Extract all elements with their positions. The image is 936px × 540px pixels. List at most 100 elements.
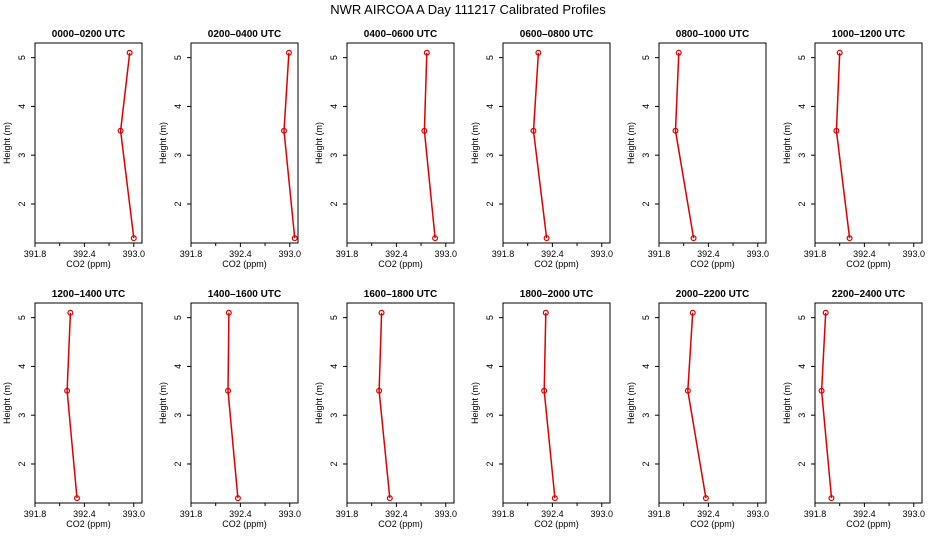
y-tick-label: 2	[173, 201, 183, 206]
x-axis-label: CO2 (ppm)	[690, 259, 735, 269]
data-point	[702, 495, 709, 502]
series-line	[283, 52, 296, 239]
x-tick-label: 393.0	[747, 249, 770, 259]
panel-title: 1200–1400 UTC	[52, 289, 125, 300]
y-tick-label: 5	[173, 55, 183, 60]
x-tick-label: 391.8	[648, 249, 671, 259]
y-tick-label: 2	[797, 461, 807, 466]
x-tick-label: 391.8	[648, 509, 671, 519]
x-tick-label: 393.0	[903, 249, 926, 259]
data-point	[818, 387, 825, 394]
y-axis-label: Height (m)	[470, 382, 480, 424]
y-tick-label: 3	[329, 413, 339, 418]
series-line	[674, 52, 695, 239]
plot-frame	[658, 302, 767, 504]
x-tick-label: 392.4	[229, 509, 252, 519]
series-line	[378, 312, 391, 499]
y-tick-label: 3	[797, 153, 807, 158]
x-tick-label: 393.0	[123, 509, 146, 519]
y-tick-label: 4	[329, 104, 339, 109]
x-tick-label: 391.8	[180, 509, 203, 519]
x-tick-label: 392.4	[73, 509, 96, 519]
data-point	[130, 235, 137, 242]
x-tick-label: 392.4	[73, 249, 96, 259]
panel: 1800–2000 UTC 391.8 392.4 393.0 2 3 4 5 CO2 (ppm…	[470, 289, 613, 529]
x-axis-label: CO2 (ppm)	[378, 259, 423, 269]
plot-frame	[502, 302, 611, 504]
data-point	[836, 49, 843, 56]
y-tick-label: 3	[173, 413, 183, 418]
data-point	[551, 495, 558, 502]
plot-frame	[658, 42, 767, 244]
y-tick-label: 2	[797, 201, 807, 206]
panel-title: 0000–0200 UTC	[52, 29, 125, 40]
x-tick-label: 393.0	[279, 249, 302, 259]
y-tick-label: 5	[485, 55, 495, 60]
panel: 2200–2400 UTC 391.8 392.4 393.0 2 3 4 5 CO2 (ppm…	[782, 289, 925, 529]
y-tick-label: 5	[485, 315, 495, 320]
data-point	[535, 49, 542, 56]
data-point	[846, 235, 853, 242]
plot-frame	[814, 42, 923, 244]
panel-grid: 0000–0200 UTC 391.8 392.4 393.0 2 3 4 5 CO2 (ppm…	[2, 29, 925, 529]
y-tick-label: 5	[641, 315, 651, 320]
y-axis-label: Height (m)	[158, 382, 168, 424]
y-tick-label: 4	[17, 104, 27, 109]
series-line	[532, 52, 548, 239]
x-tick-label: 392.4	[697, 249, 720, 259]
panel-title: 0800–1000 UTC	[676, 29, 749, 40]
y-tick-label: 4	[641, 364, 651, 369]
series-line	[820, 312, 833, 499]
y-tick-label: 5	[17, 55, 27, 60]
plot-frame	[346, 42, 455, 244]
y-tick-label: 5	[797, 55, 807, 60]
x-axis-label: CO2 (ppm)	[378, 519, 423, 529]
y-tick-label: 4	[173, 364, 183, 369]
y-axis-label: Height (m)	[314, 382, 324, 424]
data-point	[67, 309, 74, 316]
y-axis-label: Height (m)	[782, 382, 792, 424]
plot-frame	[502, 42, 611, 244]
panel: 0800–1000 UTC 391.8 392.4 393.0 2 3 4 5 CO2 (ppm…	[626, 29, 769, 269]
y-tick-label: 3	[17, 413, 27, 418]
panel-title: 0200–0400 UTC	[208, 29, 281, 40]
y-axis-label: Height (m)	[626, 122, 636, 164]
y-tick-label: 5	[329, 315, 339, 320]
x-tick-label: 392.4	[385, 249, 408, 259]
y-axis-label: Height (m)	[2, 122, 12, 164]
series-line	[227, 312, 239, 499]
data-point	[285, 49, 292, 56]
data-point	[386, 495, 393, 502]
y-tick-label: 4	[797, 104, 807, 109]
data-point	[542, 309, 549, 316]
y-tick-label: 5	[329, 55, 339, 60]
x-tick-label: 392.4	[541, 509, 564, 519]
y-tick-label: 2	[173, 461, 183, 466]
x-tick-label: 393.0	[123, 249, 146, 259]
data-point	[117, 127, 124, 134]
data-point	[675, 49, 682, 56]
y-axis-label: Height (m)	[314, 122, 324, 164]
y-tick-label: 3	[641, 413, 651, 418]
panel: 1200–1400 UTC 391.8 392.4 393.0 2 3 4 5 CO2 (ppm…	[2, 289, 145, 529]
panel: 0600–0800 UTC 391.8 392.4 393.0 2 3 4 5 CO2 (ppm…	[470, 29, 613, 269]
y-tick-label: 4	[17, 364, 27, 369]
panel: 0200–0400 UTC 391.8 392.4 393.0 2 3 4 5 CO2 (ppm…	[158, 29, 301, 269]
data-point	[423, 49, 430, 56]
plot-frame	[190, 302, 299, 504]
y-tick-label: 4	[329, 364, 339, 369]
y-tick-label: 4	[485, 104, 495, 109]
panel: 0400–0600 UTC 391.8 392.4 393.0 2 3 4 5 CO2 (ppm…	[314, 29, 457, 269]
panel-title: 0600–0800 UTC	[520, 29, 593, 40]
panel-title: 2000–2200 UTC	[676, 289, 749, 300]
x-axis-label: CO2 (ppm)	[846, 519, 891, 529]
x-tick-label: 393.0	[903, 509, 926, 519]
series-line	[423, 52, 436, 239]
plot-frame	[346, 302, 455, 504]
x-tick-label: 392.4	[229, 249, 252, 259]
panel: 1600–1800 UTC 391.8 392.4 393.0 2 3 4 5 CO2 (ppm…	[314, 289, 457, 529]
panel: 1000–1200 UTC 391.8 392.4 393.0 2 3 4 5 CO2 (ppm…	[782, 29, 925, 269]
series-line	[687, 312, 707, 499]
data-point	[225, 309, 232, 316]
